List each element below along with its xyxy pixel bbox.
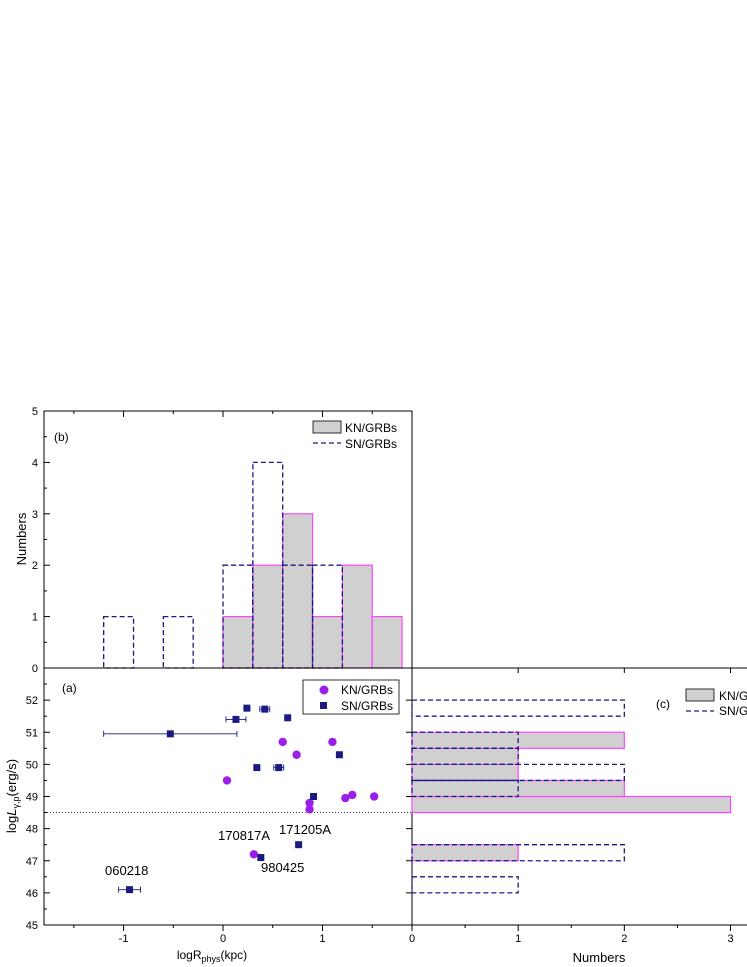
legend-sn-marker <box>320 702 327 709</box>
kn-hist-bar <box>222 615 254 669</box>
legend-sn-label: SN/GRBs <box>341 699 393 713</box>
kn-hbar <box>411 747 519 765</box>
panel-a-xtick-label: 1 <box>319 933 325 945</box>
sn-grb-point <box>166 730 174 738</box>
panel-c-xtick-label: 0 <box>409 933 415 945</box>
sn-grb-point <box>261 705 269 713</box>
sn-hbar <box>411 731 519 749</box>
sn-grb-point <box>284 714 292 722</box>
panel-a-ytick-label: 51 <box>26 727 38 739</box>
panel-c-xtick-label: 2 <box>621 933 627 945</box>
kn-hbar <box>411 795 732 814</box>
legend-kn-marker <box>319 685 329 695</box>
panel-c: 0 1 2 3 (c) Numbers KN/G SN/G <box>409 667 747 965</box>
kn-hist-bar <box>311 615 343 669</box>
panel-a-xtick-label: 0 <box>220 933 226 945</box>
kn-grb-point <box>278 737 287 747</box>
panel-b-ytick-label: 5 <box>32 406 38 418</box>
panel-a-ytick-label: 52 <box>26 695 38 707</box>
sn-hbar <box>411 699 625 717</box>
sn-hbar <box>411 763 625 782</box>
panel-b: 0 1 2 3 4 5 (b) Numbers KN/GRBs SN/GRBs <box>14 406 413 675</box>
legend-kn-swatch <box>312 420 342 434</box>
kn-grb-point <box>328 737 337 747</box>
legend-sn-label: SN/GRBs <box>345 437 397 451</box>
kn-hist-bar <box>282 513 314 669</box>
panel-b-ylabel: Numbers <box>14 512 29 565</box>
kn-grb-point <box>305 798 314 808</box>
annotation-060218: 060218 <box>105 863 148 878</box>
kn-grb-point <box>222 776 232 785</box>
kn-grb-point <box>341 793 350 803</box>
kn-hist-bar <box>341 564 373 669</box>
sn-grb-point <box>126 886 134 894</box>
sn-grb-point <box>243 704 251 712</box>
sn-grb-point <box>232 715 240 723</box>
panel-a-ytick-label: 45 <box>26 920 38 932</box>
sn-hist-bar <box>103 615 135 669</box>
kn-hist-bar <box>371 615 403 669</box>
sn-hbar <box>411 747 519 766</box>
panel-b-ytick-label: 2 <box>32 560 38 572</box>
sn-grb-point <box>310 793 318 800</box>
kn-grb-point <box>249 850 259 859</box>
panel-a-legend: KN/GRBs SN/GRBs <box>302 679 400 715</box>
panel-a-label: (a) <box>62 681 77 695</box>
legend-sn-label: SN/G <box>719 704 747 718</box>
panel-a-legend-box <box>302 679 400 715</box>
panel-a-ytick-label: 48 <box>26 824 38 836</box>
sn-grb-point <box>257 854 265 862</box>
panel-c-legend: KN/G SN/G <box>685 688 747 718</box>
panel-b-ytick-label: 4 <box>32 457 38 469</box>
panel-c-xlabel: Numbers <box>573 950 626 965</box>
kn-grb-point <box>370 792 379 801</box>
sn-grb-point <box>335 751 343 759</box>
panel-a-ytick-label: 46 <box>26 888 38 900</box>
kn-grb-point <box>348 790 357 800</box>
panel-c-label: (c) <box>656 697 670 711</box>
panel-a-xtick-label: -1 <box>119 933 129 945</box>
kn-hbar <box>411 763 519 782</box>
annotation-170817a: 170817A <box>218 828 270 843</box>
panel-b-ytick-label: 3 <box>32 509 38 521</box>
panel-a-ytick-label: 50 <box>26 759 38 771</box>
panel-b-legend: KN/GRBs SN/GRBs <box>312 420 397 451</box>
panel-a-ylabel: logLγ,p(erg/s) <box>4 759 21 833</box>
annotation-171205a: 171205A <box>279 822 331 837</box>
kn-hist-bar <box>252 564 284 669</box>
annotation-980425: 980425 <box>261 860 304 875</box>
panel-a: -1 0 1 45 46 47 48 49 50 51 52 (a) logLγ,p(erg/s)… <box>4 667 413 964</box>
sn-hbar <box>411 779 519 798</box>
sn-grb-point <box>295 841 303 849</box>
sn-hist-bar <box>162 615 194 669</box>
panel-a-ytick-label: 49 <box>26 792 38 804</box>
kn-hbar <box>411 844 519 862</box>
panel-a-xlabel: logRphys(kpc) <box>177 948 247 964</box>
panel-b-ytick-label: 0 <box>32 663 38 675</box>
legend-kn-label: KN/G <box>719 689 747 703</box>
kn-grb-point <box>292 750 301 759</box>
sn-hbar <box>411 844 625 862</box>
sn-hbar <box>411 876 519 894</box>
legend-kn-swatch <box>685 688 715 702</box>
panel-a-ytick-label: 47 <box>26 856 38 868</box>
kn-grb-point <box>305 805 314 814</box>
panel-c-xtick-label: 1 <box>515 933 521 945</box>
panel-b-ytick-label: 1 <box>32 612 38 624</box>
legend-kn-label: KN/GRBs <box>341 683 393 697</box>
sn-grb-point <box>253 764 261 772</box>
panel-b-label: (b) <box>54 430 69 444</box>
legend-kn-label: KN/GRBs <box>345 421 397 435</box>
panel-c-xtick-label: 3 <box>727 933 733 945</box>
sn-grb-point <box>275 764 283 772</box>
